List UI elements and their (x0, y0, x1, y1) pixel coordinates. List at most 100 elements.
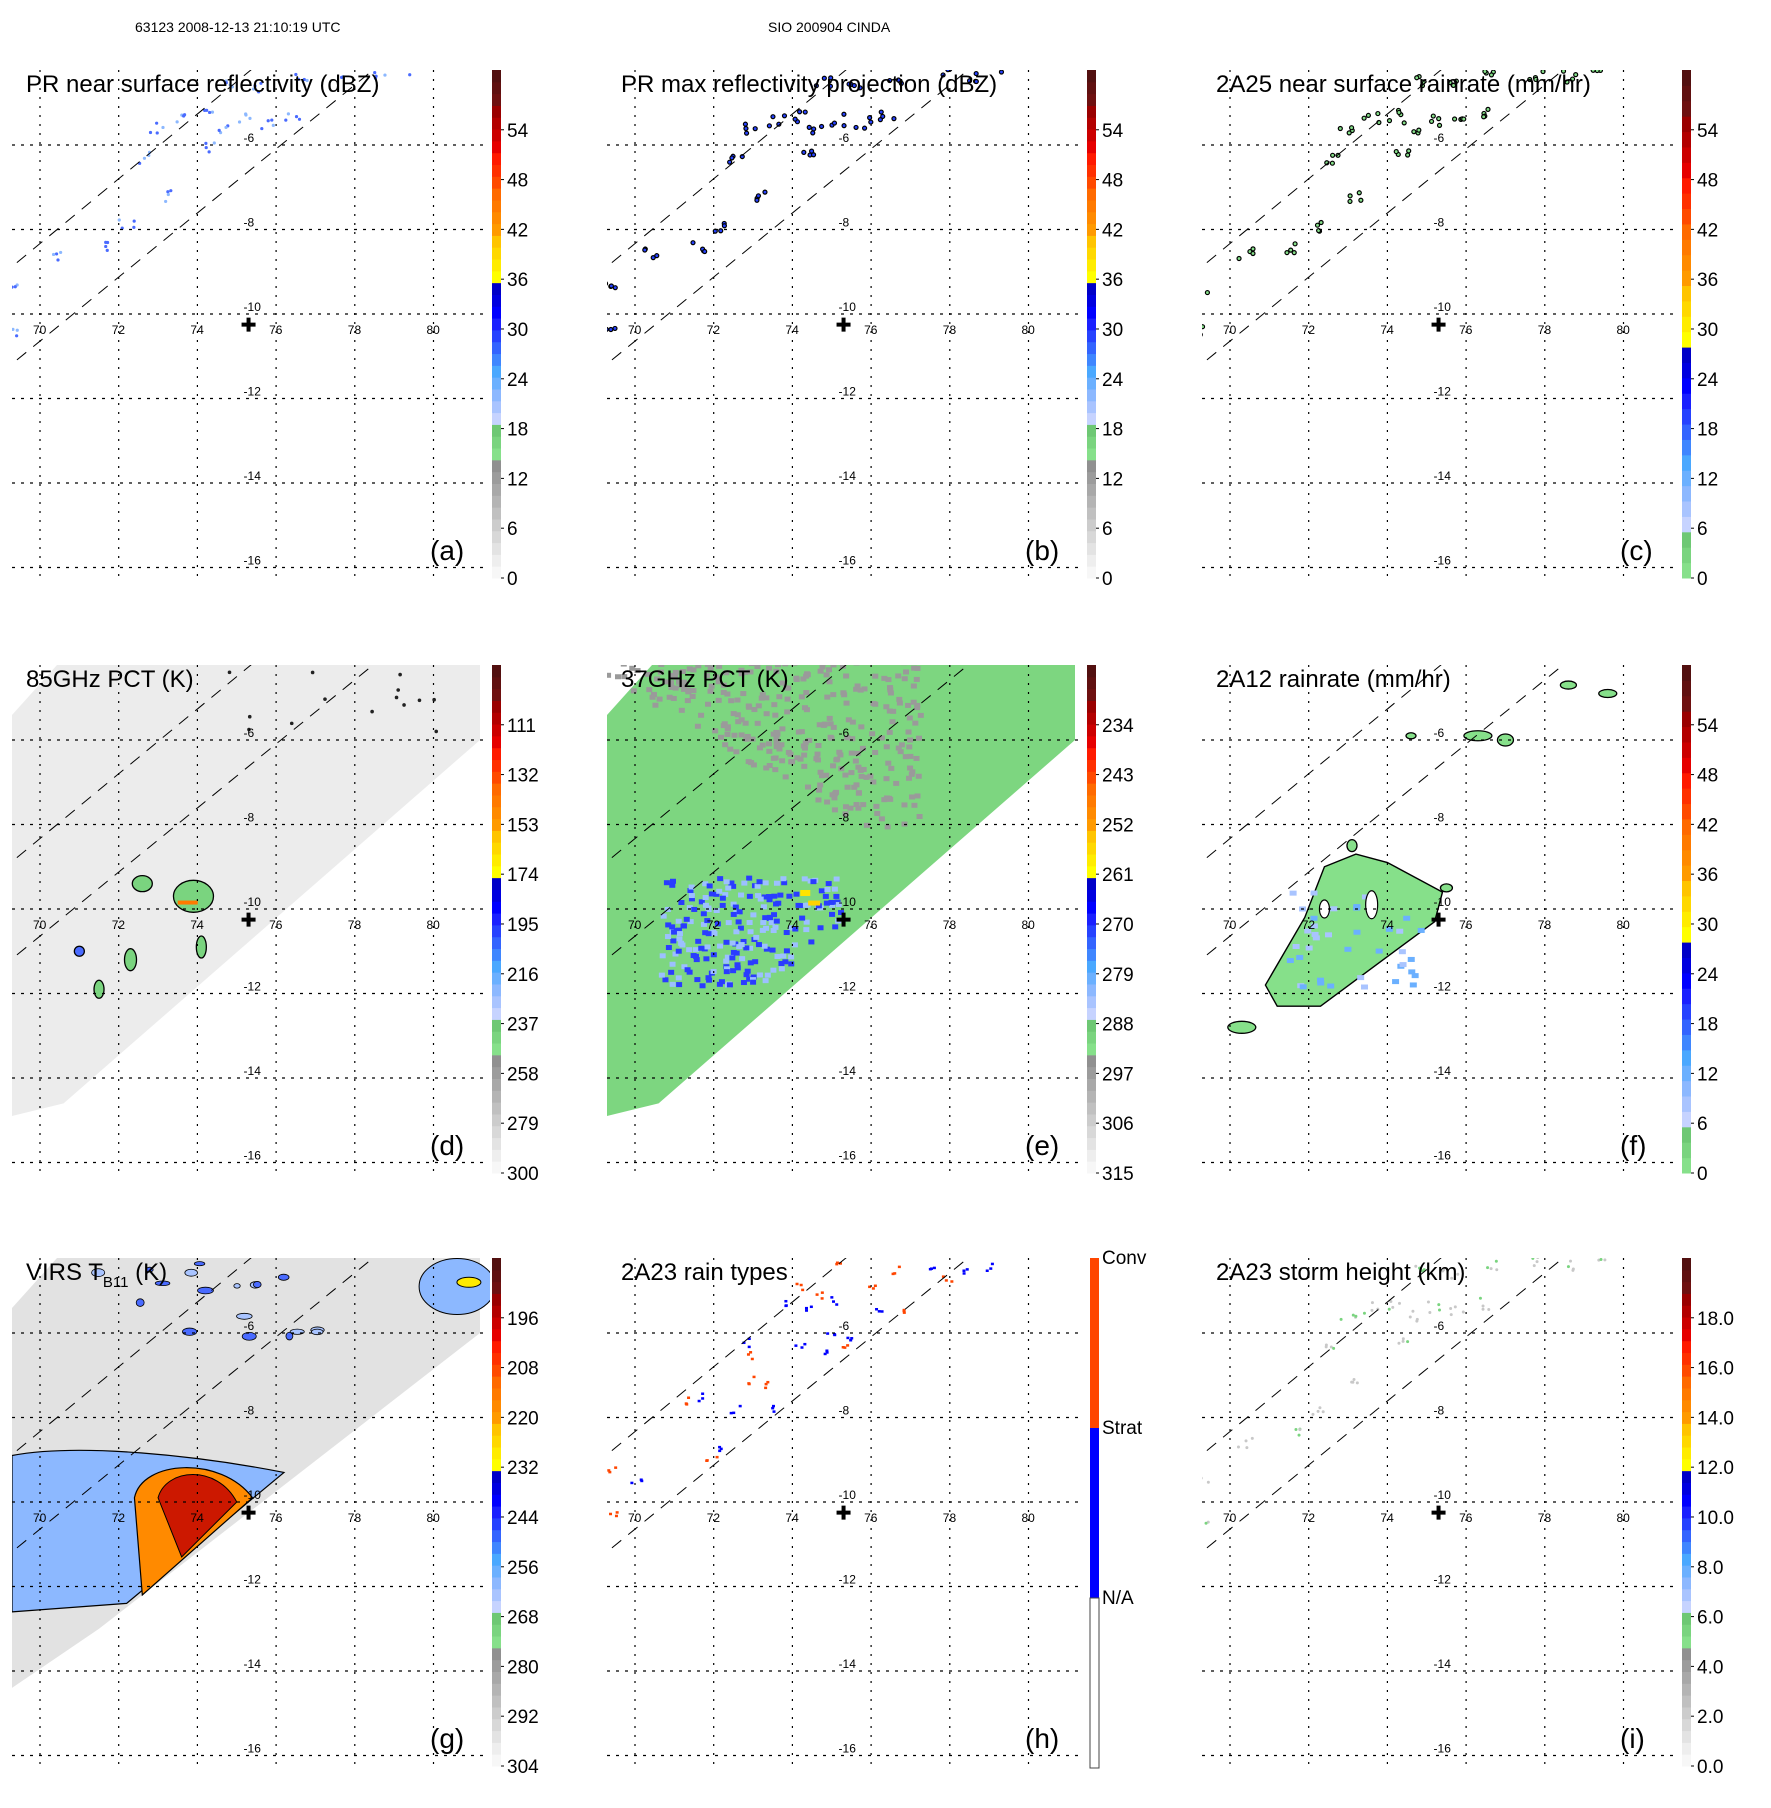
pixel-cold (774, 953, 781, 959)
colorbar: 0 6 12 18 24 30 36 42 48 54 (1087, 70, 1124, 590)
colorbar-swatch (1087, 566, 1096, 579)
colorbar-swatch (1682, 362, 1691, 379)
pixel-warm (779, 726, 786, 732)
pixel-warm (784, 709, 791, 715)
pixel-cold (737, 925, 744, 931)
pixel-warm (901, 802, 908, 808)
pixel-warm (667, 680, 674, 686)
colorbar-swatch (1682, 1506, 1691, 1519)
pixel-warm (860, 766, 867, 772)
rain-type-point-strat (697, 1399, 701, 1403)
echo-pixel (12, 285, 14, 289)
pixel-cold (660, 913, 667, 919)
colorbar: 0 6 12 18 24 30 36 42 48 54 (492, 70, 529, 590)
colorbar-swatch (492, 1149, 501, 1162)
pixel-cold (769, 947, 776, 953)
colorbar-swatch (1087, 176, 1096, 189)
echo-pixel (132, 219, 136, 223)
rain-type-point-strat (835, 1303, 839, 1306)
rain-pixel (1325, 932, 1333, 938)
pixel-warm (816, 787, 823, 793)
pixel-cold (762, 978, 769, 984)
colorbar-swatch (1682, 131, 1691, 148)
echo-pixel (252, 87, 256, 91)
echo-pixel (296, 77, 300, 81)
map-plot-b: 70 72 74 76 78 80 -6 -8 -10 -12 -14 -16 PR max refle… (607, 70, 1124, 590)
map-plot-f: 70 72 74 76 78 80 -6 -8 -10 -12 -14 -16 2A12 rainrat… (1202, 665, 1719, 1185)
pixel-cold (755, 893, 762, 899)
rain-type-point-strat (875, 1307, 879, 1311)
pixel-warm (842, 811, 849, 817)
pixel-warm (773, 739, 780, 745)
colorbar-swatch (1682, 208, 1691, 225)
colorbar-tick-label: 30 (507, 320, 528, 341)
pixel-warm (910, 683, 917, 689)
rain-type-point-strat (719, 1447, 723, 1451)
colorbar-swatch (1087, 995, 1096, 1009)
rain-type-point-conv (871, 1287, 875, 1290)
pixel-cold (761, 943, 768, 949)
colorbar-swatch (1682, 1565, 1691, 1578)
echo-pixel (1428, 118, 1435, 125)
rain-blob (1598, 688, 1618, 699)
colorbar-swatch (492, 1399, 501, 1413)
colorbar-swatch (1682, 531, 1691, 548)
pixel-warm (870, 779, 877, 785)
pixel-cold (687, 887, 694, 893)
echo-pixel (294, 72, 298, 77)
pixel-warm (803, 707, 810, 713)
pixel-warm (666, 694, 673, 700)
pixel-warm (844, 735, 851, 741)
rain-pixel (1296, 954, 1304, 960)
rain-blob (1559, 680, 1578, 690)
map-content (12, 1258, 490, 1688)
pixel-cold (825, 881, 832, 887)
pixel-cold (722, 892, 729, 898)
pixel-cold (688, 884, 695, 890)
pixel-warm (895, 673, 902, 679)
colorbar-swatch (492, 1458, 501, 1472)
colorbar-swatch (492, 471, 501, 484)
pixel-warm (634, 668, 641, 674)
colorbar-swatch (492, 1090, 501, 1103)
lat-tick-label: -10 (244, 300, 262, 314)
location-cross-icon (241, 1505, 256, 1520)
colorbar-swatch (1087, 901, 1096, 914)
pixel-cold (717, 943, 724, 949)
echo-pixel (973, 78, 979, 85)
colorbar-swatch (492, 1352, 501, 1365)
echo-pixel (818, 123, 825, 130)
echo-pixel (212, 141, 216, 145)
lat-tick-label: -10 (244, 1488, 262, 1502)
cold-pixel (417, 698, 422, 703)
pixel-warm (816, 722, 823, 728)
echo-pixel (1294, 1428, 1298, 1432)
coldest-cloud-top (157, 1474, 238, 1558)
echo-pixel (806, 124, 812, 130)
pixel-cold (725, 920, 732, 926)
cold-pixel (227, 670, 232, 675)
lat-tick-label: -16 (1434, 554, 1452, 568)
pixel-cold (743, 945, 750, 951)
lon-tick-label: 78 (943, 1511, 957, 1525)
echo-pixel (204, 145, 208, 150)
pixel-warm (794, 659, 800, 664)
colorbar-swatch (492, 735, 501, 749)
pixel-warm (907, 753, 914, 759)
pixel-warm (662, 679, 669, 685)
echo-pixel (846, 81, 852, 87)
pixel-warm (772, 767, 779, 773)
colorbar-tick-label: 18 (507, 420, 528, 441)
pixel-warm (652, 702, 659, 708)
pixel-cold (705, 931, 712, 937)
pixel-warm (672, 669, 679, 675)
pixel-cold (781, 880, 788, 886)
colorbar-swatch (1087, 542, 1096, 555)
pixel-warm (798, 694, 805, 700)
colorbar-swatch (492, 995, 501, 1009)
pixel-cold (703, 956, 710, 962)
pixel-warm (883, 776, 890, 782)
echo-pixel (155, 121, 159, 125)
rain-type-point-conv (764, 1386, 768, 1390)
rain-type-point-strat (825, 1349, 829, 1352)
